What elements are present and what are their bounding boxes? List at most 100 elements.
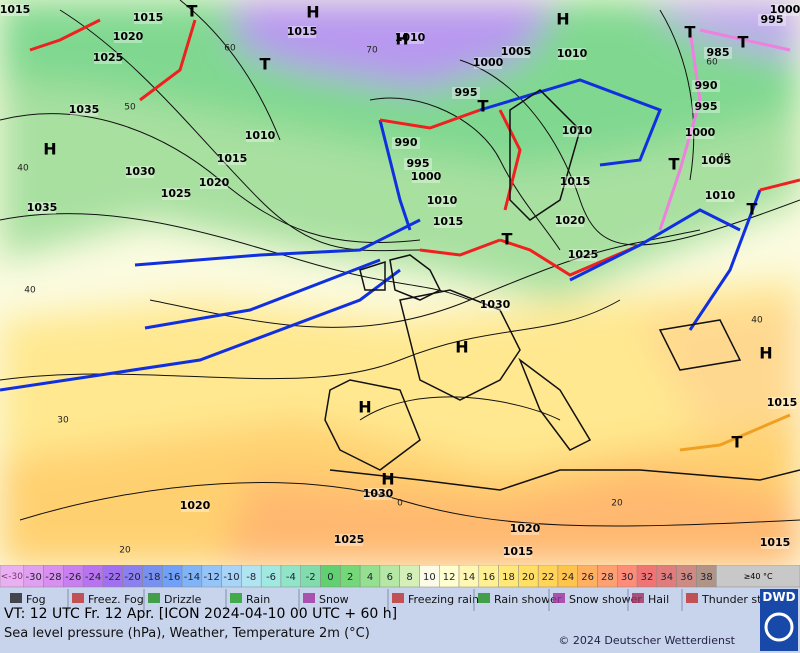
isobar-label: 1000 [411, 170, 442, 183]
pressure-center: T [187, 2, 198, 21]
temperature-label: 0 [397, 499, 403, 509]
legend-label: Hail [648, 593, 669, 606]
label-bg [364, 488, 392, 500]
label-bg [126, 166, 154, 178]
scale-label: -30 [26, 572, 42, 583]
label-bg [556, 215, 584, 227]
label-bg [768, 397, 796, 409]
temperature-label: 40 [718, 153, 730, 163]
description: Sea level pressure (hPa), Weather, Tempe… [4, 626, 370, 641]
scale-label: -6 [266, 572, 276, 583]
isobar-label: 1020 [199, 176, 230, 189]
label-bg [692, 101, 720, 113]
isobar-label: 1000 [473, 56, 504, 69]
isobar-label: 990 [395, 136, 418, 149]
isobar-label: 1020 [510, 522, 541, 535]
scale-label: -28 [45, 572, 61, 583]
scale-label: -22 [105, 572, 121, 583]
label-bg [706, 190, 734, 202]
isobar-label: 1010 [395, 31, 426, 44]
scale-label: 10 [423, 572, 436, 583]
scale-label: 16 [482, 572, 495, 583]
legend-label: Drizzle [164, 593, 202, 606]
pressure-center: H [43, 140, 56, 159]
isobar-label: 1035 [27, 201, 58, 214]
fronts [0, 18, 800, 452]
scale-label: -8 [246, 572, 256, 583]
isobar-label: 1030 [480, 298, 511, 311]
isobar-label: 1025 [568, 248, 599, 261]
label-bg [412, 171, 440, 183]
isobar-label: 1015 [217, 152, 248, 165]
legend-label: Snow [319, 593, 349, 606]
label-bg [1, 4, 29, 16]
scale-label: -10 [223, 572, 239, 583]
scale-label: 30 [621, 572, 634, 583]
label-bg [200, 177, 228, 189]
legend-label: Freez. Fog [88, 593, 144, 606]
isobar-label: 1010 [705, 189, 736, 202]
legend-label: Rain [246, 593, 270, 606]
scale-label: -18 [144, 572, 160, 583]
isobar-label: 995 [695, 100, 718, 113]
scale-above-label: ≥40 °C [744, 572, 773, 581]
isobar-label: 1015 [133, 11, 164, 24]
isobar-label: 1020 [113, 30, 144, 43]
scale-label: 36 [680, 572, 693, 583]
legend-label: Freezing rain [408, 593, 479, 606]
scale-below-label: <-30 [1, 572, 24, 582]
coastlines [324, 89, 800, 491]
isobar-label: 1000 [770, 3, 800, 16]
isobar-label: 995 [455, 86, 478, 99]
label-bg [563, 125, 591, 137]
pressure-center: T [260, 55, 271, 74]
isobar-label: 1010 [562, 124, 593, 137]
isobar-label: 1020 [180, 499, 211, 512]
scale-label: 38 [700, 572, 713, 583]
scale-label: -2 [306, 572, 316, 583]
legend-area: <-30 -30 -28 -26 -24 -22 -20 -18 -16 -14 -12 -10 -8-… [0, 565, 800, 653]
isobar-label: 1025 [93, 51, 124, 64]
label-bg [428, 195, 456, 207]
legend-label: Snow shower [569, 593, 642, 606]
label-bg [335, 534, 363, 546]
scale-label: 18 [502, 572, 515, 583]
pressure-center: T [669, 155, 680, 174]
temperature-label: 30 [57, 416, 69, 426]
temperature-label: 20 [119, 546, 131, 556]
scale-label: -4 [286, 572, 296, 583]
scale-label: -14 [184, 572, 200, 583]
pressure-center: T [747, 200, 758, 219]
label-bg [162, 188, 190, 200]
label-bg [392, 137, 420, 149]
legend-icon [72, 593, 84, 603]
legend-icon [230, 593, 242, 603]
scale-label: 34 [660, 572, 673, 583]
pressure-center: T [502, 230, 513, 249]
pressure-center: T [732, 433, 743, 452]
label-bg [702, 155, 730, 167]
label-bg [114, 31, 142, 43]
scale-label: 2 [347, 572, 353, 583]
scale-label: -26 [65, 572, 81, 583]
label-bg [761, 537, 789, 549]
pressure-center: T [685, 23, 696, 42]
label-bg [692, 80, 720, 92]
copyright: © 2024 Deutscher Wetterdienst [558, 634, 735, 647]
isobar-label: 1015 [560, 175, 591, 188]
scale-label: -20 [124, 572, 140, 583]
isobar-label: 1035 [69, 103, 100, 116]
temperature-label: 60 [224, 44, 236, 54]
scale-label: 12 [443, 572, 456, 583]
isobar-label: 1015 [767, 396, 798, 409]
scale-label: 32 [641, 572, 654, 583]
label-bg [771, 4, 799, 16]
pressure-center: H [759, 344, 772, 363]
pressure-center: H [556, 10, 569, 29]
legend-icon [632, 593, 644, 603]
isobar-label: 1025 [161, 187, 192, 200]
label-bg [288, 26, 316, 38]
scale-label: -24 [85, 572, 101, 583]
label-bg [134, 12, 162, 24]
